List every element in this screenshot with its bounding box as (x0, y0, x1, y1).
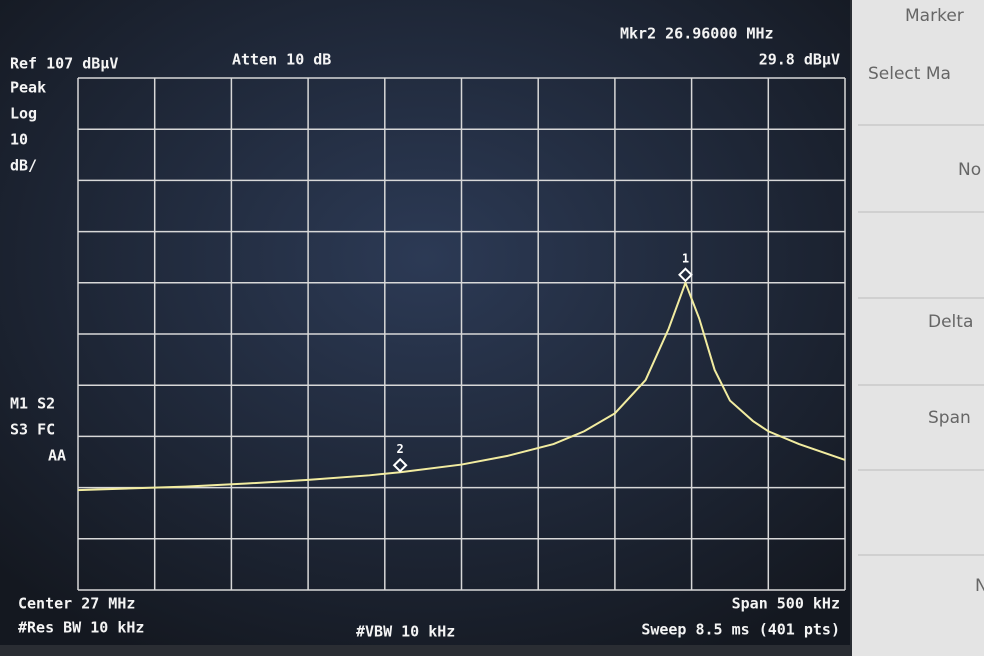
ref-level: Ref 107 dBµV (10, 55, 118, 73)
softkey-panel (852, 0, 984, 656)
softkey[interactable]: Delta (928, 312, 973, 332)
marker-level: 29.8 dBµV (759, 51, 840, 69)
softkey-dividers (858, 124, 984, 556)
marker-label: 1 (682, 251, 689, 265)
trace (77, 279, 846, 492)
softkey[interactable]: Select Ma (868, 64, 951, 84)
center-freq: Center 27 MHz (18, 595, 135, 613)
side-label: dB/ (10, 157, 37, 175)
softkey-menu: Marker (905, 6, 964, 26)
side-label: Peak (10, 79, 46, 97)
marker (392, 457, 408, 473)
span: Span 500 kHz (732, 595, 840, 613)
status-label: M1 S2 (10, 395, 55, 413)
softkey[interactable]: N (975, 576, 984, 596)
res-bw: #Res BW 10 kHz (18, 619, 144, 637)
status-label: S3 FC (10, 421, 55, 439)
marker-readout: Mkr2 26.96000 MHz (620, 25, 774, 43)
marker (678, 267, 693, 283)
softkey[interactable]: Span (928, 408, 971, 428)
softkey[interactable]: No (958, 160, 981, 180)
marker-label: 2 (397, 442, 404, 456)
side-label: 10 (10, 131, 28, 149)
side-label: Log (10, 105, 37, 123)
status-label: AA (48, 447, 66, 465)
vbw: #VBW 10 kHz (356, 623, 455, 641)
sweep: Sweep 8.5 ms (401 pts) (641, 621, 840, 639)
attenuation: Atten 10 dB (232, 51, 331, 69)
grid (77, 77, 846, 591)
screen (0, 0, 850, 645)
